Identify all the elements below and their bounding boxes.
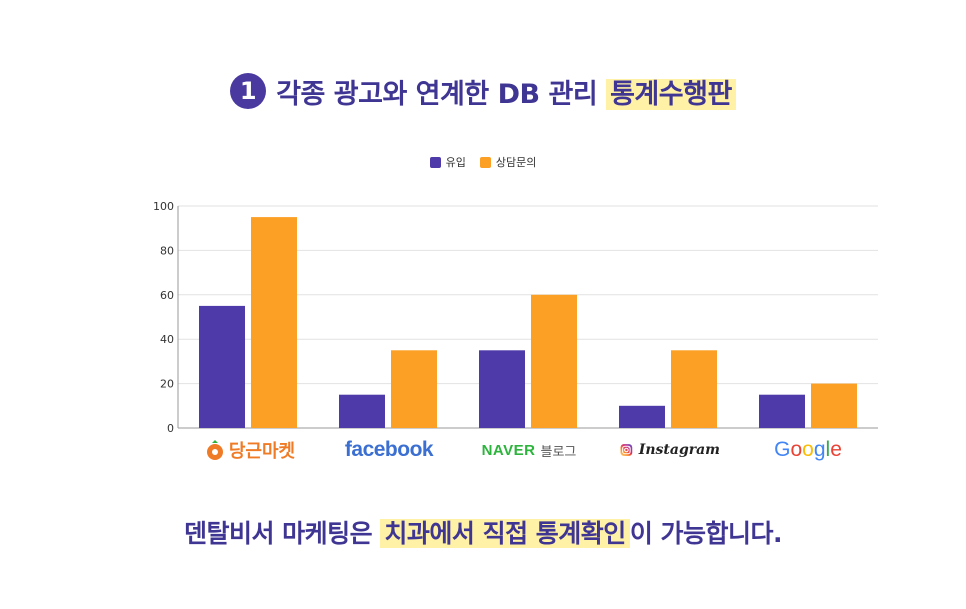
heading-highlight: 통계수행판	[606, 78, 736, 110]
y-tick-label: 0	[167, 422, 174, 435]
legend-label-consult: 상담문의	[495, 156, 537, 169]
legend-swatch-consult	[479, 156, 491, 168]
heading-title: 각종 광고와 연계한 DB 관리 통계수행판	[276, 72, 736, 111]
logo-naver-suffix: 블로그	[540, 444, 577, 460]
legend-label-inflow: 유입	[445, 156, 466, 169]
bar-inflow	[619, 405, 665, 428]
bar-inflow	[479, 350, 525, 428]
bar-inflow	[199, 305, 245, 428]
bar-inflow	[339, 394, 385, 428]
carrot-icon	[206, 440, 223, 460]
logo-naver-blog: NAVER 블로그	[476, 436, 582, 464]
google-letter: l	[825, 438, 831, 461]
logo-instagram: Instagram	[620, 436, 720, 464]
y-tick-label: 20	[160, 378, 174, 391]
legend-item-inflow: 유입	[429, 154, 466, 170]
footer-text-start: 덴탈비서 마케팅은	[183, 519, 381, 548]
logo-google-text: Google	[774, 438, 842, 462]
footer-text-end: 이 가능합니다.	[629, 519, 783, 548]
step-number-badge: 1	[230, 73, 267, 109]
google-letter: e	[830, 438, 842, 461]
google-letter: G	[774, 438, 791, 461]
y-tick-label: 80	[160, 244, 174, 257]
page-heading: 1 각종 광고와 연계한 DB 관리 통계수행판	[0, 70, 966, 112]
footer-highlight: 치과에서 직접 통계확인	[380, 519, 630, 548]
logo-instagram-text: Instagram	[638, 442, 720, 458]
google-letter: o	[802, 438, 814, 461]
bar-consult	[811, 383, 857, 428]
bar-consult	[391, 350, 437, 428]
bar-chart: 0 20 40 60 80 100	[153, 200, 878, 435]
logo-google: Google	[760, 436, 856, 464]
bar-inflow	[759, 394, 805, 428]
logo-facebook: facebook	[338, 436, 440, 464]
logo-karrot-text: 당근마켓	[228, 441, 296, 462]
y-tick-label: 40	[160, 333, 174, 346]
heading-title-text: 각종 광고와 연계한 DB 관리	[276, 78, 607, 110]
logo-facebook-text: facebook	[344, 438, 434, 461]
bar-consult	[671, 350, 717, 428]
bar-consult	[251, 217, 297, 428]
bar-consult	[531, 294, 577, 428]
legend-swatch-inflow	[429, 156, 441, 168]
google-letter: g	[813, 438, 826, 461]
logo-naver-text: NAVER	[481, 441, 536, 459]
instagram-icon	[620, 444, 633, 456]
logo-karrot: 당근마켓	[200, 436, 300, 464]
legend-item-consult: 상담문의	[479, 154, 537, 170]
chart-legend: 유입 상담문의	[0, 154, 966, 170]
footer-caption: 덴탈비서 마케팅은 치과에서 직접 통계확인 이 가능합니다.	[0, 514, 966, 550]
y-tick-label: 100	[153, 200, 174, 213]
google-letter: o	[790, 438, 803, 461]
y-tick-label: 60	[160, 289, 174, 302]
